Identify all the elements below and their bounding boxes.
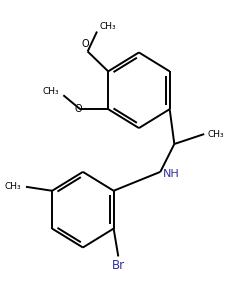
Text: CH₃: CH₃ — [5, 182, 21, 191]
Text: NH: NH — [163, 169, 180, 179]
Text: CH₃: CH₃ — [100, 22, 116, 31]
Text: O: O — [82, 39, 90, 50]
Text: CH₃: CH₃ — [207, 130, 224, 139]
Text: CH₃: CH₃ — [43, 87, 60, 96]
Text: O: O — [74, 104, 82, 114]
Text: Br: Br — [112, 259, 125, 272]
